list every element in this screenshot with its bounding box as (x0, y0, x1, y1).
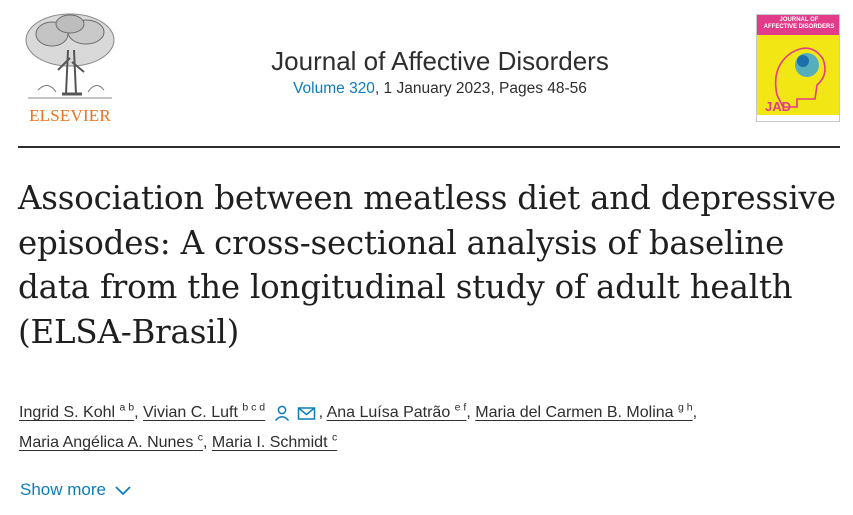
show-more-button[interactable]: Show more (20, 480, 132, 500)
journal-info: Journal of Affective Disorders Volume 32… (130, 44, 750, 98)
affiliation-sup: c (331, 431, 338, 444)
volume-link[interactable]: Volume 320 (293, 80, 375, 97)
cover-title: JOURNAL OF AFFECTIVE DISORDERS (763, 17, 835, 30)
author-link[interactable]: Maria I. Schmidt c (211, 431, 338, 451)
cover-art-icon (757, 15, 839, 121)
affiliation-sup: a b (119, 401, 135, 414)
author-link[interactable]: Maria del Carmen B. Molina g h (475, 401, 693, 421)
affiliation-sup: c (197, 431, 204, 444)
affiliation-sup: b c d (242, 401, 266, 414)
person-icon[interactable] (273, 404, 291, 422)
article-title: Association between meatless diet and de… (18, 179, 836, 351)
issue-info: Volume 320, 1 January 2023, Pages 48-56 (130, 80, 750, 98)
author-link[interactable]: Maria Angélica A. Nunes c (19, 431, 204, 451)
publisher-wordmark: ELSEVIER (29, 106, 111, 125)
issue-date-pages: , 1 January 2023, Pages 48-56 (374, 80, 587, 97)
author-link[interactable]: Vivian C. Luft b c d (143, 401, 266, 421)
cover-monogram: JAD (765, 99, 792, 114)
journal-cover-image[interactable]: JOURNAL OF AFFECTIVE DISORDERS JAD (756, 14, 840, 122)
article-header: ELSEVIER Journal of Affective Disorders … (0, 0, 853, 146)
header-divider (18, 146, 840, 148)
envelope-icon[interactable] (297, 405, 316, 421)
author-link[interactable]: Ana Luísa Patrão e f (326, 401, 467, 421)
affiliation-sup: g h (678, 401, 693, 414)
elsevier-tree-icon (18, 10, 122, 106)
chevron-down-icon (115, 486, 131, 496)
show-more-label: Show more (20, 480, 106, 499)
elsevier-logo[interactable]: ELSEVIER (18, 10, 122, 125)
author-list: Ingrid S. Kohl a b, Vivian C. Luft b c d… (19, 401, 698, 451)
affiliation-sup: e f (454, 401, 467, 414)
author-link[interactable]: Ingrid S. Kohl a b (19, 401, 135, 421)
journal-title-link[interactable]: Journal of Affective Disorders (271, 46, 609, 76)
